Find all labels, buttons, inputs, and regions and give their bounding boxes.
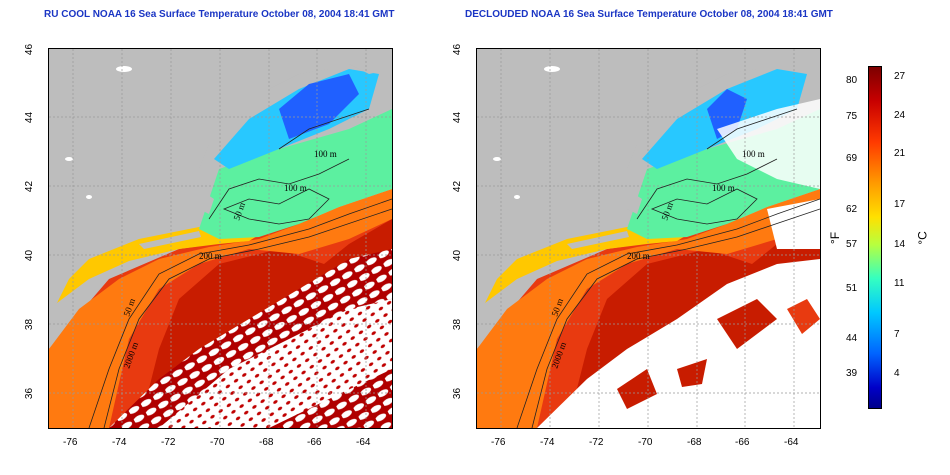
long-island: [139, 231, 201, 249]
shelf-water: [477, 189, 820, 428]
contour-label: 200 m: [199, 251, 222, 261]
celsius-tick: 21: [894, 148, 906, 159]
fahrenheit-tick: 69: [846, 153, 858, 164]
celsius-tick: 24: [894, 110, 906, 121]
right-sst-map: 100 m 100 m 50 m 200 m 50 m 2000 m: [476, 48, 821, 429]
temperature-colorbar: [868, 66, 882, 409]
right-map-title: DECLOUDED NOAA 16 Sea Surface Temperatur…: [465, 9, 833, 20]
masked-region: [537, 259, 820, 428]
celsius-tick: 4: [894, 368, 900, 379]
lat-tick-label: 46: [452, 43, 464, 56]
masked-region-east: [767, 199, 820, 249]
cloud-band-2: [159, 299, 392, 428]
cape-cod: [627, 189, 642, 214]
lon-tick-label: -66: [735, 437, 750, 448]
fahrenheit-tick: 57: [846, 239, 858, 250]
lat-tick-label: 40: [24, 249, 36, 262]
warm-patch: [617, 369, 657, 409]
lon-tick-label: -64: [356, 437, 371, 448]
lon-tick-label: -70: [638, 437, 653, 448]
lon-tick-label: -72: [161, 437, 176, 448]
fahrenheit-tick: 51: [846, 283, 858, 294]
celsius-tick: 7: [894, 329, 900, 340]
lat-tick-label: 40: [452, 249, 464, 262]
cape-cod: [199, 189, 214, 214]
nova-scotia: [349, 49, 392, 74]
lon-tick-label: -76: [491, 437, 506, 448]
lon-tick-label: -68: [259, 437, 274, 448]
fahrenheit-tick: 75: [846, 111, 858, 122]
contour-label: 100 m: [742, 149, 765, 159]
lat-tick-label: 44: [24, 111, 36, 124]
celsius-tick: 17: [894, 199, 906, 210]
lon-tick-label: -68: [687, 437, 702, 448]
lon-tick-label: -66: [307, 437, 322, 448]
fahrenheit-tick: 44: [846, 333, 858, 344]
lat-tick-label: 38: [452, 318, 464, 331]
contour-label: 100 m: [314, 149, 337, 159]
lon-tick-label: -74: [112, 437, 127, 448]
lat-tick-label: 36: [24, 387, 36, 400]
fahrenheit-tick: 80: [846, 75, 858, 86]
land-mass: [49, 49, 392, 319]
fahrenheit-tick: 39: [846, 368, 858, 379]
lon-tick-label: -70: [210, 437, 225, 448]
gulf-of-maine-green: [199, 109, 392, 239]
lat-tick-label: 44: [452, 111, 464, 124]
warm-patch: [677, 359, 707, 387]
land-mass: [477, 49, 820, 319]
celsius-tick: 11: [894, 278, 905, 289]
lat-tick-label: 42: [24, 180, 36, 193]
lat-tick-label: 36: [452, 387, 464, 400]
fahrenheit-tick: 62: [846, 204, 858, 215]
left-sst-map: 100 m 100 m 50 m 200 m 50 m 2000 m: [48, 48, 393, 429]
gulf-of-maine-blue: [279, 74, 359, 139]
celsius-tick: 14: [894, 239, 906, 250]
long-island: [567, 231, 629, 249]
celsius-unit-label: °C: [915, 231, 930, 245]
shelf-water: [49, 189, 392, 428]
lon-tick-label: -72: [589, 437, 604, 448]
warm-patch: [787, 299, 820, 334]
celsius-tick: 27: [894, 71, 906, 82]
lon-tick-label: -74: [540, 437, 555, 448]
lon-tick-label: -64: [784, 437, 799, 448]
contour-label: 200 m: [627, 251, 650, 261]
lat-tick-label: 38: [24, 318, 36, 331]
left-map-title: RU COOL NOAA 16 Sea Surface Temperature …: [44, 9, 395, 20]
lat-tick-label: 42: [452, 180, 464, 193]
contour-label: 100 m: [284, 183, 307, 193]
lon-tick-label: -76: [63, 437, 78, 448]
lat-tick-label: 46: [24, 43, 36, 56]
fahrenheit-unit-label: °F: [828, 231, 843, 245]
contour-label: 100 m: [712, 183, 735, 193]
